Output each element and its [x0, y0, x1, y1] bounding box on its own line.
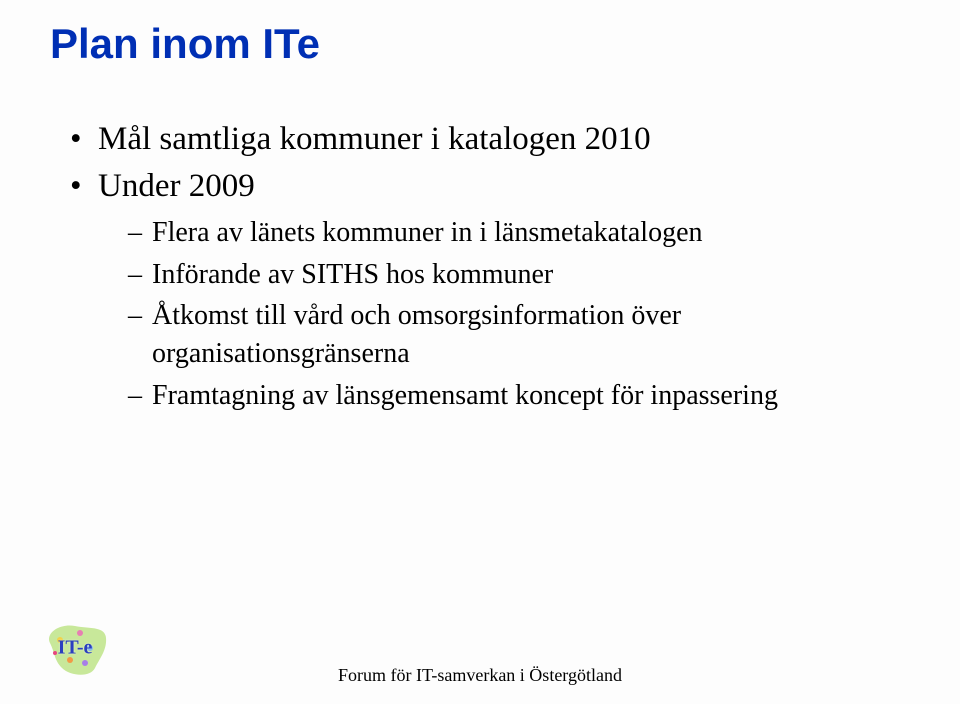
list-item: Åtkomst till vård och omsorgsinformation… — [128, 297, 910, 373]
list-item: Flera av länets kommuner in i länsmetaka… — [128, 214, 910, 252]
list-item: Under 2009 Flera av länets kommuner in i… — [70, 165, 910, 415]
list-item-text: Flera av länets kommuner in i länsmetaka… — [152, 217, 703, 248]
list-item-text: Under 2009 — [98, 168, 255, 204]
slide: Plan inom ITe Mål samtliga kommuner i ka… — [0, 0, 960, 704]
sub-list: Flera av länets kommuner in i länsmetaka… — [128, 214, 910, 415]
footer-text: Forum för IT-samverkan i Östergötland — [0, 665, 960, 686]
list-item: Framtagning av länsgemensamt koncept för… — [128, 377, 910, 415]
list-item-text: Framtagning av länsgemensamt koncept för… — [152, 380, 778, 411]
list-item-text: Åtkomst till vård och omsorgsinformation… — [152, 300, 681, 369]
list-item: Mål samtliga kommuner i katalogen 2010 — [70, 118, 910, 161]
list-item-text: Införande av SITHS hos kommuner — [152, 259, 553, 290]
list-item-text: Mål samtliga kommuner i katalogen 2010 — [98, 121, 651, 157]
list-item: Införande av SITHS hos kommuner — [128, 256, 910, 294]
bullet-list: Mål samtliga kommuner i katalogen 2010 U… — [70, 118, 910, 415]
logo-label: IT-e — [58, 637, 93, 660]
page-title: Plan inom ITe — [50, 20, 910, 68]
